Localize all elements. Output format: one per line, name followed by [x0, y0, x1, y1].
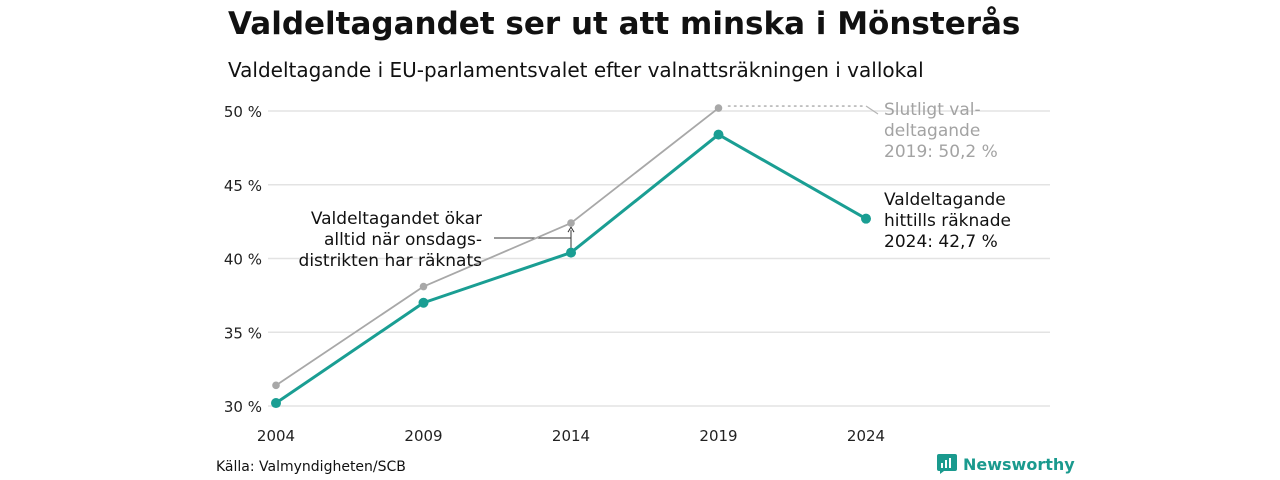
y-tick-label: 40 % [224, 251, 262, 269]
source-note: Källa: Valmyndigheten/SCB [216, 459, 406, 475]
x-tick-label: 2019 [699, 427, 737, 445]
y-tick-label: 45 % [224, 177, 262, 195]
note-label: distrikten har räknats [299, 251, 483, 271]
data-point-final [714, 104, 723, 112]
y-tick-label: 30 % [224, 398, 262, 416]
final-value-label: 2019: 50,2 % [884, 142, 998, 162]
y-tick-label: 50 % [224, 103, 262, 121]
series-line-final [275, 107, 720, 387]
newsworthy-logo-icon [937, 454, 957, 474]
note-label: alltid när onsdags- [324, 230, 482, 250]
data-point-current [861, 213, 871, 224]
note-label: Valdeltagandet ökar [311, 209, 482, 229]
brand-logo: Newsworthy [937, 454, 1075, 474]
brand-name: Newsworthy [963, 454, 1075, 474]
x-tick-label: 2009 [404, 427, 442, 445]
chart-subtitle: Valdeltagande i EU-parlamentsvalet efter… [228, 58, 924, 82]
x-tick-label: 2004 [257, 427, 295, 445]
note-arrow-head [567, 226, 575, 233]
current-value-label: 2024: 42,7 % [884, 232, 998, 252]
chart-title: Valdeltagandet ser ut att minska i Mönst… [228, 6, 1021, 42]
data-point-current [713, 129, 724, 140]
final-leader-tail [865, 105, 879, 115]
data-point-final [419, 282, 428, 291]
data-point-final [272, 381, 280, 390]
data-point-current [271, 398, 281, 409]
current-value-label: hittills räknade [884, 211, 1011, 231]
final-value-label: Slutligt val- [884, 100, 981, 120]
x-tick-label: 2024 [847, 427, 885, 445]
data-point-current [418, 297, 429, 308]
final-value-label: deltagande [884, 121, 980, 141]
current-value-label: Valdeltagande [884, 190, 1006, 210]
data-point-current [566, 247, 576, 258]
data-point-final [567, 219, 575, 227]
y-tick-label: 35 % [224, 324, 262, 342]
x-tick-label: 2014 [552, 427, 590, 445]
